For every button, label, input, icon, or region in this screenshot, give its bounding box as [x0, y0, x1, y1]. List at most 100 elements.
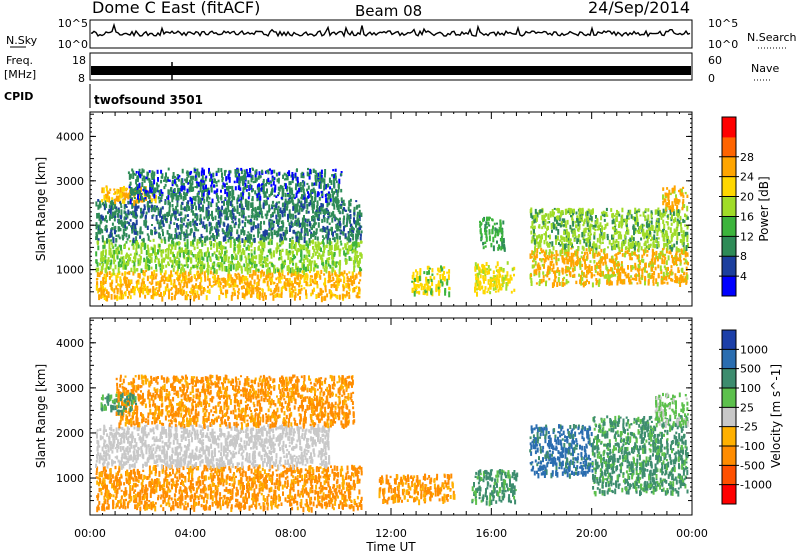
power-cell-1-870 — [270, 239, 273, 245]
power-cell-4-548 — [335, 197, 338, 201]
power-cell-1-644 — [205, 251, 208, 257]
power-cell-4-291 — [194, 169, 197, 172]
power-cell-8-314 — [534, 261, 537, 266]
power-cell-4-543 — [203, 169, 205, 176]
power-cell-0-65 — [316, 283, 319, 289]
power-cell-2-217 — [171, 237, 174, 241]
power-cell-2-409 — [187, 204, 190, 208]
power-cell-5-100 — [442, 266, 445, 269]
power-cell-2-192 — [271, 214, 274, 218]
power-cell-2-815 — [252, 238, 255, 242]
power-cell-0-764 — [191, 284, 194, 289]
power-cell-5-50 — [438, 291, 441, 296]
power-cell-4-359 — [153, 171, 156, 176]
power-cell-8-417 — [655, 250, 658, 256]
power-cell-5-42 — [433, 276, 436, 280]
power-cell-8-277 — [579, 260, 582, 265]
power-cell-4-57 — [314, 174, 317, 180]
power-cell-1-539 — [186, 241, 189, 245]
power-cell-4-315 — [244, 171, 247, 175]
power-cell-0-12 — [164, 276, 167, 282]
power-cell-1-296 — [133, 265, 136, 271]
power-cell-7-55 — [494, 227, 497, 232]
power-cell-4-587 — [302, 188, 305, 194]
power-cell-1-757 — [108, 249, 111, 256]
power-cell-2-280 — [112, 202, 115, 205]
power-cell-1-100 — [125, 252, 128, 258]
power-cell-8-429 — [570, 261, 573, 268]
power-cell-8-197 — [615, 253, 618, 258]
power-cell-4-436 — [273, 169, 276, 174]
power-cell-1-611 — [270, 252, 273, 259]
power-cell-4-583 — [301, 193, 304, 199]
power-cell-2-1115 — [295, 219, 298, 223]
power-cell-2-492 — [161, 206, 164, 210]
power-cell-8-220 — [562, 281, 565, 287]
power-cell-1-717 — [301, 262, 304, 268]
power-cell-0-62 — [343, 270, 346, 275]
power-cell-2-1131 — [285, 227, 288, 230]
power-cell-2-446 — [309, 200, 312, 206]
power-cell-2-883 — [187, 233, 190, 236]
power-cell-4-531 — [161, 193, 164, 197]
nsky-label: N.Sky — [6, 34, 38, 47]
power-cell-1-755 — [333, 261, 336, 267]
power-cell-0-657 — [246, 278, 249, 283]
power-cell-9-245 — [663, 242, 666, 249]
power-cell-6-75 — [482, 275, 485, 280]
power-cell-2-898 — [193, 231, 196, 238]
power-cell-0-30 — [177, 288, 180, 294]
power-cell-8-423 — [553, 282, 555, 287]
power-cell-4-83 — [175, 192, 178, 198]
power-cell-0-493 — [169, 288, 172, 291]
power-cell-9-190 — [618, 221, 621, 227]
power-cell-2-279 — [234, 215, 237, 219]
power-cell-6-86 — [492, 278, 495, 281]
power-cell-1-447 — [170, 259, 173, 263]
power-cell-1-568 — [258, 254, 261, 261]
power-cell-2-937 — [194, 213, 197, 216]
power-cell-2-1176 — [142, 208, 145, 215]
power-cell-1-13 — [160, 268, 163, 273]
power-cell-0-192 — [335, 280, 338, 283]
power-cell-0-519 — [271, 292, 274, 295]
power-cell-2-1068 — [169, 221, 172, 225]
power-cell-4-605 — [129, 181, 132, 186]
power-cell-4-620 — [340, 171, 343, 174]
power-cell-0-440 — [245, 276, 248, 280]
power-cell-2-608 — [119, 202, 122, 206]
power-cell-2-1096 — [134, 204, 137, 207]
power-cell-2-1152 — [323, 211, 326, 216]
power-cell-9-207 — [605, 207, 608, 212]
power-cell-8-102 — [535, 269, 538, 276]
power-cell-1-31 — [308, 253, 311, 257]
power-cell-1-689 — [253, 263, 256, 269]
power-cell-8-480 — [609, 280, 612, 286]
power-cell-4-596 — [194, 174, 197, 179]
power-cell-2-245 — [180, 204, 183, 211]
power-cell-2-58 — [184, 214, 187, 219]
power-cell-1-892 — [294, 241, 297, 247]
power-cell-2-902 — [219, 211, 222, 215]
power-cell-0-119 — [258, 278, 261, 282]
power-cell-0-752 — [111, 289, 114, 292]
power-cell-8-479 — [663, 281, 666, 284]
power-cell-3-77 — [115, 195, 118, 200]
power-cell-8-66 — [573, 266, 576, 271]
power-cell-2-110 — [311, 227, 313, 231]
power-cell-4-319 — [228, 171, 231, 176]
power-cell-1-662 — [132, 244, 135, 250]
power-cell-4-104 — [157, 184, 160, 188]
power-cell-9-13 — [571, 214, 574, 220]
power-cell-1-723 — [169, 250, 172, 255]
power-cell-4-510 — [167, 179, 170, 182]
power-cell-6-130 — [495, 282, 498, 287]
power-cell-6-95 — [499, 273, 501, 278]
power-cell-1-759 — [328, 245, 331, 251]
power-cell-7-22 — [500, 246, 503, 251]
power-cell-4-717 — [247, 180, 250, 184]
power-cell-1-215 — [119, 258, 121, 263]
power-cell-1-435 — [166, 248, 169, 251]
power-cell-6-44 — [476, 283, 479, 287]
power-cell-7-73 — [479, 231, 482, 235]
